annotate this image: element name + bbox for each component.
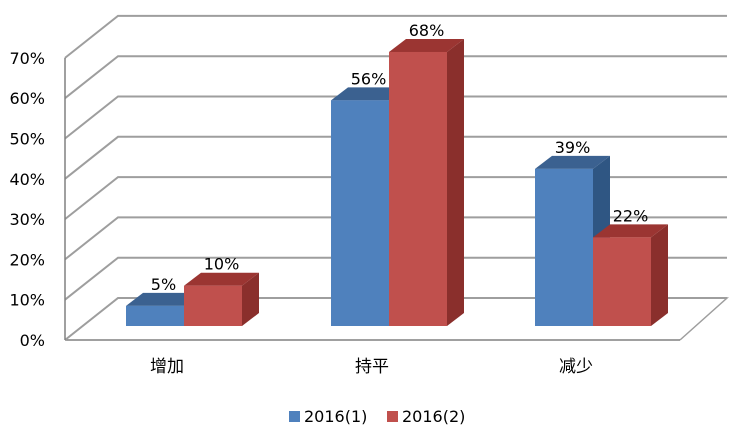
gridline xyxy=(64,297,727,341)
bars-layer xyxy=(126,38,668,327)
y-tick-label: 50% xyxy=(9,130,45,149)
legend-swatch xyxy=(387,411,398,422)
y-tick-label: 60% xyxy=(9,89,45,108)
bar-top xyxy=(389,38,464,52)
y-tick-label: 20% xyxy=(9,250,45,269)
gridline xyxy=(64,256,727,301)
bar xyxy=(593,237,651,326)
data-label: 10% xyxy=(204,255,240,274)
bar-side xyxy=(447,38,464,327)
legend-swatch xyxy=(289,411,300,422)
x-tick-label: 减少 xyxy=(559,357,593,377)
y-tick-labels: 0% 10% 20% 30% 40% 50% 60% 70% xyxy=(9,49,45,350)
bar-top xyxy=(184,272,259,286)
y-tick-label: 30% xyxy=(9,210,45,229)
data-label: 5% xyxy=(151,275,176,294)
y-tick-label: 0% xyxy=(20,331,45,350)
data-label: 39% xyxy=(555,138,591,157)
bar-side xyxy=(242,272,259,326)
bar xyxy=(389,51,447,327)
bar-top xyxy=(593,224,668,238)
data-label: 56% xyxy=(351,69,387,88)
category-labels: 增加 持平 减少 xyxy=(150,357,593,377)
legend-label: 2016(1) xyxy=(304,407,367,426)
x-tick-label: 持平 xyxy=(355,357,389,377)
bar xyxy=(331,100,389,326)
bar xyxy=(126,305,184,326)
legend: 2016(1) 2016(2) xyxy=(289,407,465,426)
bar-side xyxy=(651,224,668,326)
grid-layer xyxy=(64,14,729,341)
bar xyxy=(184,285,242,326)
bar-top xyxy=(331,87,406,101)
data-labels: 5% 10% 56% 68% 39% 22% xyxy=(151,21,648,294)
gridline xyxy=(64,176,727,220)
gridline xyxy=(64,135,727,180)
legend-label: 2016(2) xyxy=(402,407,465,426)
gridline xyxy=(64,55,727,99)
y-tick-label: 10% xyxy=(9,291,45,310)
y-tick-label: 40% xyxy=(9,170,45,189)
gridline xyxy=(64,14,727,59)
y-tick-label: 70% xyxy=(9,49,45,68)
data-label: 68% xyxy=(409,21,445,40)
gridline xyxy=(64,216,727,261)
bar xyxy=(535,168,593,326)
data-label: 22% xyxy=(613,206,649,225)
x-tick-label: 增加 xyxy=(150,357,184,377)
gridline xyxy=(64,95,727,140)
bar-top xyxy=(535,155,610,169)
bar-top xyxy=(126,292,201,306)
